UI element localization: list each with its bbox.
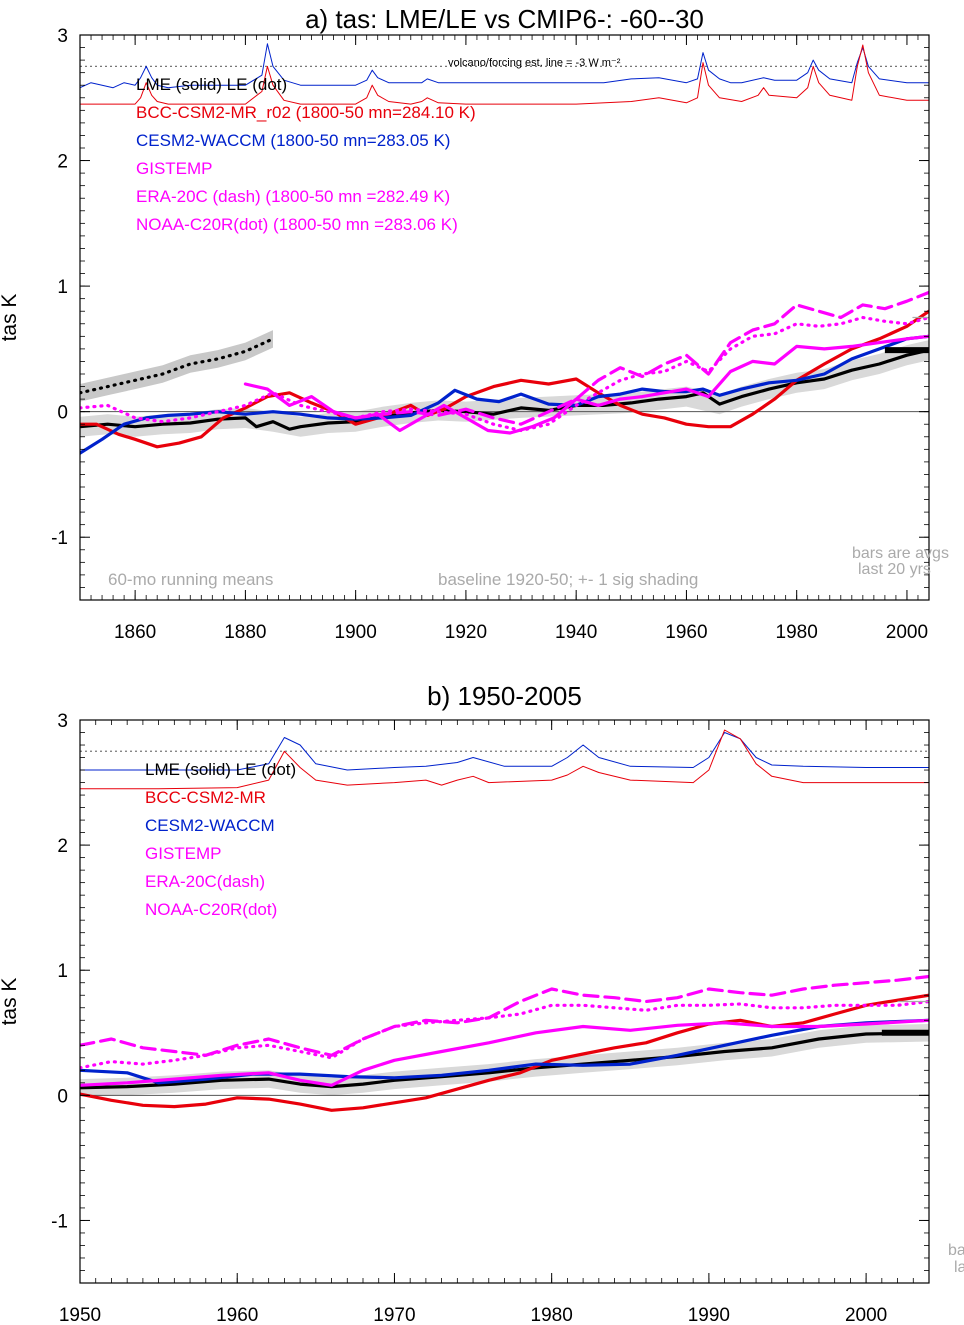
y-tick-label: 2 xyxy=(57,836,68,857)
legend-entry: ERA-20C(dash) xyxy=(145,872,265,891)
x-tick-label: 1980 xyxy=(531,1305,573,1325)
legend-entry: CESM2-WACCM (1800-50 mn=283.05 K) xyxy=(136,131,450,150)
legend-entry: GISTEMP xyxy=(136,159,213,178)
bars-annotation-line1: ba xyxy=(948,1242,964,1259)
series-line-0 xyxy=(80,348,929,431)
baseline-annotation: baseline 1920-50; +- 1 sig shading xyxy=(438,570,698,589)
series-line-0 xyxy=(80,1031,929,1090)
y-tick-label: -1 xyxy=(51,528,68,549)
legend-entry: NOAA-C20R(dot) xyxy=(145,900,277,919)
series-line-1 xyxy=(80,309,929,449)
x-tick-label: 1940 xyxy=(555,622,597,643)
x-tick-label: 1960 xyxy=(216,1305,258,1325)
bars-annotation-line2: la xyxy=(954,1259,964,1276)
y-tick-label: 1 xyxy=(57,277,68,298)
x-tick-label: 1990 xyxy=(688,1305,730,1325)
x-tick-label: 1980 xyxy=(776,622,818,643)
x-tick-label: 1970 xyxy=(373,1305,415,1325)
legend-entry: BCC-CSM2-MR_r02 (1800-50 mn=284.10 K) xyxy=(136,103,476,122)
x-tick-label: 1950 xyxy=(59,1305,101,1325)
x-tick-label: 2000 xyxy=(886,622,928,643)
y-axis-label: tas K xyxy=(0,294,21,342)
volcano-annotation: volcano/forcing est. line = -3 W m⁻² xyxy=(448,57,621,69)
x-tick-label: 1860 xyxy=(114,622,156,643)
y-tick-label: 3 xyxy=(57,26,68,47)
running-mean-annotation: 60-mo running means xyxy=(108,570,273,589)
y-axis-label: tas K xyxy=(0,978,21,1026)
volcano-line-6 xyxy=(80,732,929,771)
panel-a: a) tas: LME/LE vs CMIP6-: -60--30 tas K 18… xyxy=(0,4,949,643)
x-tick-label: 1900 xyxy=(335,622,377,643)
plot-area xyxy=(80,729,929,1112)
volcano-line-7 xyxy=(80,729,929,790)
bars-annotation-line1: bars are avgs xyxy=(852,545,949,562)
y-tick-label: 0 xyxy=(57,1086,68,1107)
y-tick-label: 2 xyxy=(57,152,68,173)
legend-entry: LME (solid) LE (dot) xyxy=(136,75,287,94)
x-tick-label: 1960 xyxy=(665,622,707,643)
chart-title: a) tas: LME/LE vs CMIP6-: -60--30 xyxy=(305,4,704,34)
panel-b: b) 1950-2005 tas K 1950 1960 1970 1980 1990 200… xyxy=(0,681,964,1325)
plot-frame xyxy=(79,34,930,601)
legend-entry: BCC-CSM2-MR xyxy=(145,788,266,807)
x-tick-label: 1880 xyxy=(224,622,266,643)
x-tick-label: 1920 xyxy=(445,622,487,643)
bars-annotation-line2: last 20 yrs xyxy=(858,561,931,578)
y-tick-label: 0 xyxy=(57,403,68,424)
volcano-line-7 xyxy=(80,43,929,89)
volcano-line-8 xyxy=(80,44,929,105)
series-line-3 xyxy=(80,1018,929,1087)
series-line-2 xyxy=(80,1018,929,1085)
series-line-2 xyxy=(80,334,929,455)
sigma-band-1 xyxy=(80,330,273,402)
chart-title: b) 1950-2005 xyxy=(427,681,582,711)
y-tick-label: 1 xyxy=(57,961,68,982)
series-line-6 xyxy=(80,337,275,395)
legend-entry: NOAA-C20R(dot) (1800-50 mn =283.06 K) xyxy=(136,215,458,234)
legend-entry: ERA-20C (dash) (1800-50 mn =282.49 K) xyxy=(136,187,450,206)
legend-entry: LME (solid) LE (dot) xyxy=(145,760,296,779)
sigma-band-0 xyxy=(80,340,929,437)
series-line-1 xyxy=(80,993,929,1112)
x-tick-label: 2000 xyxy=(845,1305,887,1325)
series-line-4 xyxy=(354,290,929,426)
series-line-5 xyxy=(80,315,929,433)
legend-entry: CESM2-WACCM xyxy=(145,816,275,835)
series-line-4 xyxy=(80,974,929,1057)
plot-area xyxy=(80,43,929,455)
sigma-band-0 xyxy=(80,1024,929,1097)
y-tick-label: 3 xyxy=(57,711,68,732)
y-tick-label: -1 xyxy=(51,1211,68,1232)
series-line-5 xyxy=(80,999,929,1070)
legend-entry: GISTEMP xyxy=(145,844,222,863)
